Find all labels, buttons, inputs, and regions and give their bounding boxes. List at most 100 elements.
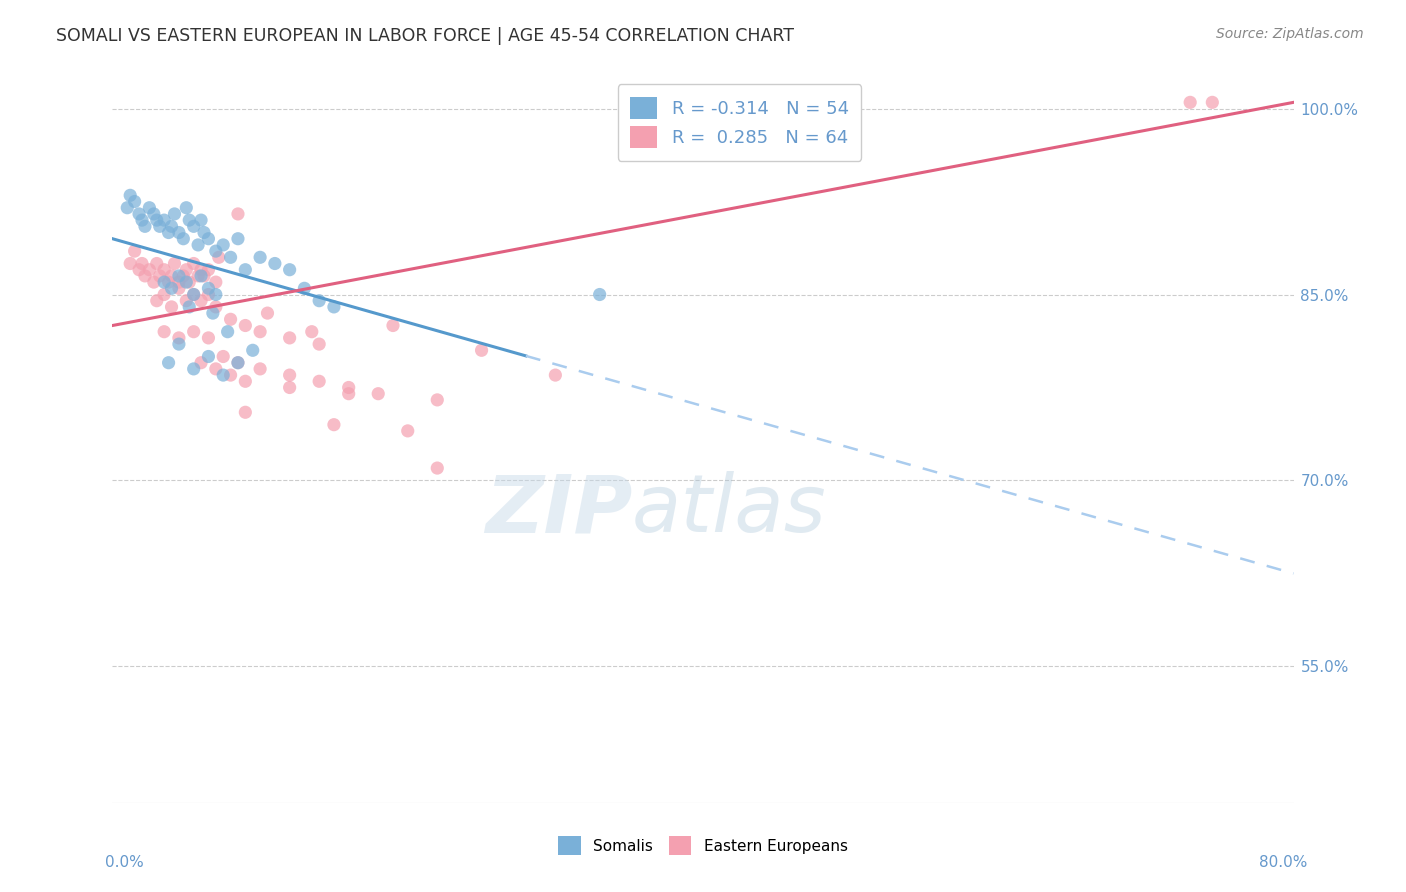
Point [149,268,172,283]
Point [190,262,212,277]
Point [226,356,249,370]
Point [131,213,153,227]
Point [153,213,176,227]
Point [157,226,180,240]
Point [138,262,160,277]
Point [337,386,360,401]
Point [242,343,264,358]
Point [278,331,301,345]
Point [193,226,215,240]
Point [226,232,249,246]
Point [197,350,219,364]
Point [219,250,242,264]
Point [226,207,249,221]
Point [1180,95,1202,110]
Point [212,238,235,252]
Point [153,325,176,339]
Point [278,368,301,383]
Point [337,380,360,394]
Point [233,405,256,419]
Text: 80.0%: 80.0% [1260,855,1308,870]
Point [205,362,228,376]
Point [142,275,165,289]
Point [160,300,183,314]
Point [172,268,194,283]
Point [323,417,346,432]
Point [426,461,449,475]
Point [190,213,212,227]
Point [179,213,201,227]
Point [183,362,205,376]
Point [183,287,205,301]
Point [134,268,156,283]
Point [249,250,271,264]
Point [264,256,287,270]
Point [197,287,219,301]
Point [163,256,186,270]
Point [233,318,256,333]
Point [278,262,301,277]
Point [190,356,212,370]
Point [142,207,165,221]
Point [138,201,160,215]
Point [146,256,169,270]
Point [208,250,231,264]
Text: ZIP: ZIP [485,471,633,549]
Point [183,287,205,301]
Point [470,343,494,358]
Point [157,275,180,289]
Point [301,325,323,339]
Point [308,337,330,351]
Point [174,293,197,308]
Point [205,244,228,259]
Point [233,262,256,277]
Text: SOMALI VS EASTERN EUROPEAN IN LABOR FORCE | AGE 45-54 CORRELATION CHART: SOMALI VS EASTERN EUROPEAN IN LABOR FORC… [56,27,794,45]
Point [157,356,180,370]
Point [382,318,405,333]
Point [190,293,212,308]
Point [124,194,146,209]
Point [146,213,169,227]
Point [179,300,201,314]
Point [117,201,138,215]
Point [205,300,228,314]
Point [249,362,271,376]
Text: 0.0%: 0.0% [105,855,145,870]
Point [120,256,142,270]
Point [212,368,235,383]
Point [256,306,278,320]
Point [167,268,190,283]
Point [167,226,190,240]
Point [153,262,176,277]
Point [201,306,224,320]
Point [193,268,215,283]
Point [197,331,219,345]
Point [205,275,228,289]
Point [160,281,183,295]
Point [396,424,419,438]
Point [426,392,449,407]
Point [153,275,176,289]
Point [197,262,219,277]
Point [197,232,219,246]
Point [128,262,150,277]
Point [588,287,610,301]
Legend: R = -0.314   N = 54, R =  0.285   N = 64: R = -0.314 N = 54, R = 0.285 N = 64 [617,84,862,161]
Point [226,356,249,370]
Point [146,293,169,308]
Point [167,337,190,351]
Point [128,207,150,221]
Point [308,374,330,388]
Point [174,201,197,215]
Point [120,188,142,202]
Point [292,281,315,295]
Point [308,293,330,308]
Point [323,300,346,314]
Text: atlas: atlas [633,471,827,549]
Point [131,256,153,270]
Point [172,232,194,246]
Point [219,368,242,383]
Point [183,256,205,270]
Point [167,331,190,345]
Point [124,244,146,259]
